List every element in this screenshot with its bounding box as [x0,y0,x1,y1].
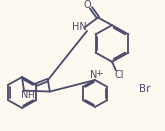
Text: Br: Br [139,84,151,94]
Text: H: H [27,91,33,100]
Text: +: + [95,69,103,78]
Text: N: N [21,90,29,100]
Text: O: O [83,0,91,10]
Text: Cl: Cl [114,70,124,80]
Text: N: N [90,70,98,80]
Text: HN: HN [72,22,86,32]
